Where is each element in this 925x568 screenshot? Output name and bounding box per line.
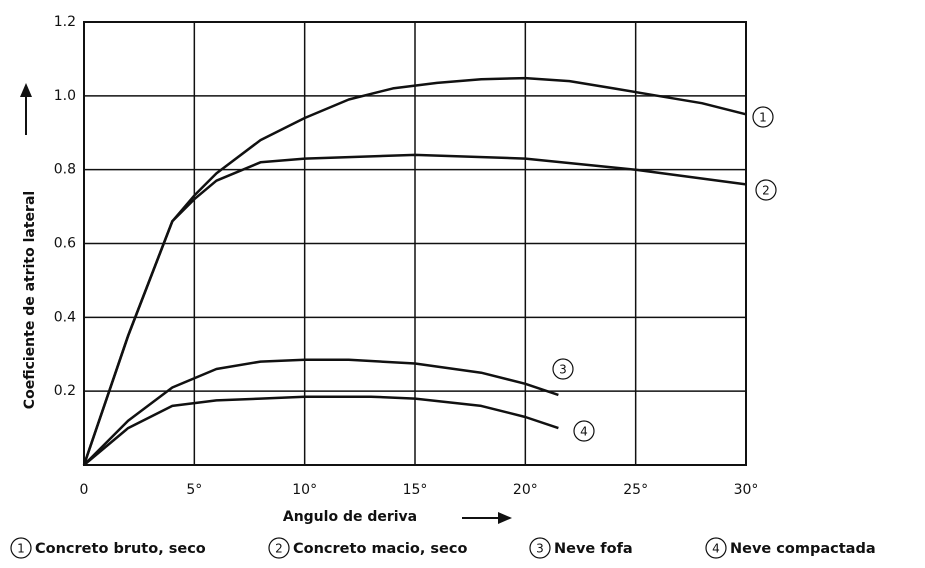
curve-label: 3 — [559, 363, 567, 377]
x-tick-label: 20° — [513, 482, 538, 498]
plot-frame — [83, 21, 747, 466]
y-arrow — [20, 83, 32, 135]
y-tick-label: 0.4 — [54, 309, 76, 325]
legend-number: 1 — [17, 542, 25, 556]
line — [82, 76, 747, 466]
curve-label-circle — [755, 179, 777, 201]
legend-circle — [529, 537, 551, 559]
line — [83, 395, 559, 466]
x-tick-label: 10° — [292, 482, 317, 498]
legend-label: Concreto macio, seco — [293, 541, 467, 557]
y-tick-label: 0.6 — [54, 236, 76, 252]
x-tick-label: 15° — [403, 482, 428, 498]
curve-label: 1 — [759, 111, 767, 125]
curve-label-circle — [573, 420, 595, 442]
line — [82, 153, 747, 466]
x-arrow — [462, 512, 512, 524]
y-tick-label: 1.0 — [54, 88, 76, 104]
curve-label: 4 — [580, 425, 588, 439]
y-tick-label: 1.2 — [54, 14, 76, 30]
y-tick-label: 0.8 — [54, 162, 76, 178]
x-tick-label: 25° — [623, 482, 648, 498]
legend-circle — [10, 537, 32, 559]
x-axis-label: Angulo de deriva — [283, 509, 417, 525]
y-tick-label: 0.2 — [54, 383, 76, 399]
legend-circle — [268, 537, 290, 559]
curve-label-circle — [752, 106, 774, 128]
y-axis-label: Coeficiente de atrito lateral — [22, 191, 38, 409]
curve-label: 2 — [762, 184, 770, 198]
x-tick-label: 30° — [734, 482, 759, 498]
x-tick-label: 0 — [80, 482, 89, 498]
line — [83, 358, 559, 466]
legend-label: Neve fofa — [554, 541, 633, 557]
legend-number: 2 — [275, 542, 283, 556]
legend-label: Concreto bruto, seco — [35, 541, 206, 557]
curve-label-circle — [552, 358, 574, 380]
legend-circle — [705, 537, 727, 559]
x-tick-label: 5° — [186, 482, 202, 498]
legend-number: 3 — [536, 542, 544, 556]
legend-number: 4 — [712, 542, 720, 556]
legend-label: Neve compactada — [730, 541, 876, 557]
